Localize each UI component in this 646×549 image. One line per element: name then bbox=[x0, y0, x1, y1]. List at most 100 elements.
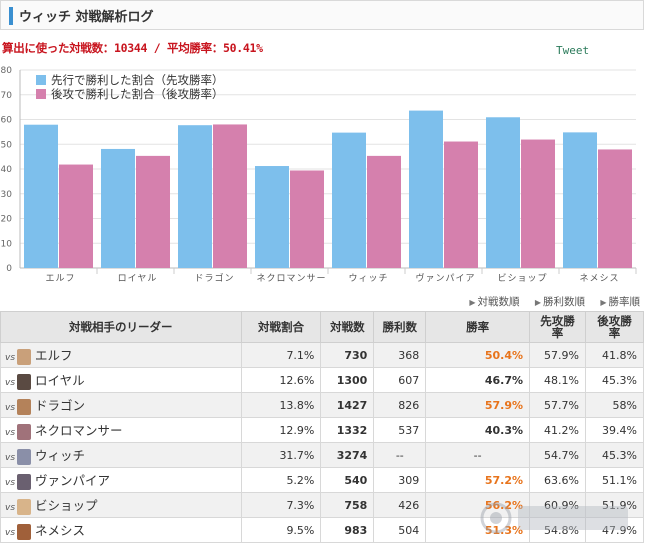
cell-leader[interactable]: vs ネメシス bbox=[0, 517, 242, 543]
sort-by-wins-link[interactable]: ▶ 勝利数順 bbox=[535, 296, 585, 308]
leader-avatar-icon bbox=[17, 473, 32, 490]
page-title: ウィッチ 対戦解析ログ bbox=[19, 10, 154, 25]
table-header-row: 対戦相手のリーダー 対戦割合 対戦数 勝利数 勝率 先攻勝率 後攻勝率 bbox=[0, 311, 644, 343]
table-row: vs ネクロマンサー 12.9% 1332 537 40.3% 41.2% 39.4% bbox=[0, 417, 644, 443]
triangle-right-icon: ▶ bbox=[600, 298, 607, 307]
cell-first-rate: 57.9% bbox=[529, 342, 586, 368]
cell-rate: 46.7% bbox=[425, 367, 531, 393]
col-header-second-rate[interactable]: 後攻勝率 bbox=[585, 311, 644, 343]
sort-by-matches-link[interactable]: ▶ 対戦数順 bbox=[469, 296, 519, 308]
vs-label: vs bbox=[5, 428, 16, 439]
col-header-first-rate-line1: 先攻勝 bbox=[540, 314, 575, 328]
bar-first-rate bbox=[255, 166, 289, 268]
y-tick-label: 30 bbox=[1, 190, 13, 200]
y-tick-label: 60 bbox=[1, 116, 13, 126]
cell-wins: 504 bbox=[373, 517, 427, 543]
cell-leader[interactable]: vs ウィッチ bbox=[0, 442, 242, 468]
cell-leader[interactable]: vs ドラゴン bbox=[0, 392, 242, 418]
legend-item-first: 先行で勝利した割合（先攻勝率） bbox=[36, 73, 224, 87]
col-header-ratio[interactable]: 対戦割合 bbox=[240, 311, 322, 343]
col-header-rate[interactable]: 勝率 bbox=[425, 311, 531, 343]
bar-first-rate bbox=[332, 132, 366, 268]
cell-rate: 56.2% bbox=[425, 492, 531, 518]
bar-first-rate bbox=[101, 148, 135, 268]
bar-second-rate bbox=[290, 170, 324, 268]
legend-label-second: 後攻で勝利した割合（後攻勝率） bbox=[51, 87, 224, 101]
bar-first-rate bbox=[409, 110, 443, 268]
legend-item-second: 後攻で勝利した割合（後攻勝率） bbox=[36, 87, 224, 101]
table-row: vs ウィッチ 31.7% 3274 -- -- 54.7% 45.3% bbox=[0, 442, 644, 468]
cell-second-rate: 51.9% bbox=[585, 492, 644, 518]
cell-first-rate: 60.9% bbox=[529, 492, 586, 518]
bar-second-rate bbox=[367, 155, 401, 268]
cell-wins: 309 bbox=[373, 467, 427, 493]
cell-leader[interactable]: vs ロイヤル bbox=[0, 367, 242, 393]
sort-by-matches-label: 対戦数順 bbox=[477, 296, 520, 308]
col-header-matches[interactable]: 対戦数 bbox=[320, 311, 375, 343]
table-body: vs エルフ 7.1% 730 368 50.4% 57.9% 41.8% vs ロイヤル 12.6… bbox=[0, 342, 644, 543]
leader-name: ネクロマンサー bbox=[35, 423, 123, 439]
cell-ratio: 9.5% bbox=[240, 517, 322, 543]
bar-second-rate bbox=[521, 139, 555, 268]
cell-ratio: 12.6% bbox=[240, 367, 322, 393]
bar-second-rate bbox=[598, 149, 632, 268]
triangle-right-icon: ▶ bbox=[469, 298, 476, 307]
bar-second-rate bbox=[136, 155, 170, 268]
cell-leader[interactable]: vs ヴァンパイア bbox=[0, 467, 242, 493]
leader-name: ロイヤル bbox=[35, 373, 85, 389]
col-header-leader[interactable]: 対戦相手のリーダー bbox=[0, 311, 242, 343]
sort-by-rate-link[interactable]: ▶ 勝率順 bbox=[600, 296, 640, 308]
cell-second-rate: 45.3% bbox=[585, 367, 644, 393]
cell-wins: 607 bbox=[373, 367, 427, 393]
cell-second-rate: 51.1% bbox=[585, 467, 644, 493]
tweet-link[interactable]: Tweet bbox=[556, 44, 590, 57]
bar-first-rate bbox=[24, 124, 58, 268]
col-header-wins[interactable]: 勝利数 bbox=[373, 311, 427, 343]
leader-name: ヴァンパイア bbox=[35, 473, 111, 489]
leader-name: ドラゴン bbox=[35, 398, 86, 414]
x-tick-label: ヴァンパイア bbox=[415, 272, 475, 284]
cell-rate: 40.3% bbox=[425, 417, 531, 443]
col-header-first-rate[interactable]: 先攻勝率 bbox=[529, 311, 586, 343]
summary-text: 算出に使った対戦数：10344 / 平均勝率：50.41% bbox=[2, 41, 263, 55]
cell-leader[interactable]: vs ビショップ bbox=[0, 492, 242, 518]
cell-rate: -- bbox=[425, 442, 531, 468]
x-tick-label: ドラゴン bbox=[194, 272, 234, 284]
header-accent-bar bbox=[9, 7, 13, 25]
bar-first-rate bbox=[486, 117, 520, 269]
bar-second-rate bbox=[444, 141, 478, 268]
bar-first-rate bbox=[178, 125, 212, 268]
cell-ratio: 5.2% bbox=[240, 467, 322, 493]
col-header-first-rate-line2: 率 bbox=[551, 326, 564, 340]
leader-avatar-icon bbox=[17, 398, 32, 415]
vs-label: vs bbox=[5, 453, 16, 464]
cell-matches: 1300 bbox=[320, 367, 375, 393]
leader-name: ビショップ bbox=[35, 498, 98, 514]
leader-name: ネメシス bbox=[35, 523, 86, 539]
x-tick-label: エルフ bbox=[45, 274, 75, 284]
cell-second-rate: 45.3% bbox=[585, 442, 644, 468]
cell-ratio: 7.1% bbox=[240, 342, 322, 368]
legend-label-first: 先行で勝利した割合（先攻勝率） bbox=[51, 73, 224, 87]
bar-second-rate bbox=[59, 164, 93, 268]
cell-matches: 730 bbox=[320, 342, 375, 368]
triangle-right-icon: ▶ bbox=[534, 298, 541, 307]
bar-second-rate bbox=[213, 124, 247, 268]
cell-wins: 826 bbox=[373, 392, 427, 418]
cell-ratio: 31.7% bbox=[240, 442, 322, 468]
cell-ratio: 12.9% bbox=[240, 417, 322, 443]
table-row: vs エルフ 7.1% 730 368 50.4% 57.9% 41.8% bbox=[0, 342, 644, 368]
cell-leader[interactable]: vs ネクロマンサー bbox=[0, 417, 242, 443]
cell-rate: 57.2% bbox=[425, 467, 531, 493]
cell-leader[interactable]: vs エルフ bbox=[0, 342, 242, 368]
y-tick-label: 50 bbox=[1, 140, 13, 150]
x-tick-label: ビショップ bbox=[497, 273, 547, 284]
leader-avatar-icon bbox=[17, 523, 32, 540]
cell-matches: 540 bbox=[320, 467, 375, 493]
y-tick-label: 80 bbox=[1, 66, 13, 76]
leader-name: エルフ bbox=[35, 348, 73, 364]
page-header: ウィッチ 対戦解析ログ bbox=[0, 0, 644, 30]
cell-rate: 50.4% bbox=[425, 342, 531, 368]
cell-matches: 758 bbox=[320, 492, 375, 518]
vs-label: vs bbox=[5, 503, 16, 514]
